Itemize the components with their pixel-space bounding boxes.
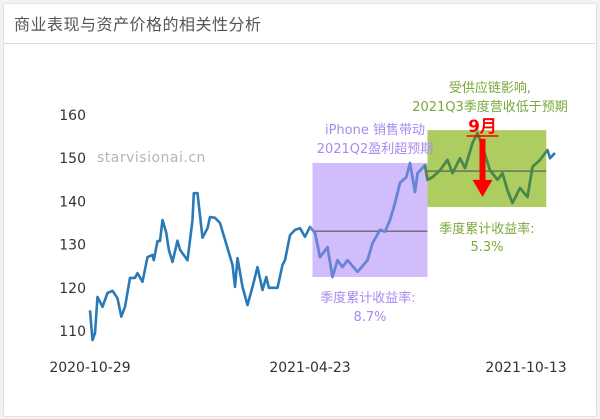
y-tick-label: 150 [59,151,86,167]
annotation-label: 2021Q3季度营收低于预期 [412,99,568,115]
return-label: 季度累计收益率: [320,290,415,306]
price-line-segment [309,161,429,279]
return-label: 季度累计收益率: [439,221,534,237]
y-tick-label: 120 [59,281,86,297]
chart-card [3,3,597,417]
header-divider [4,43,595,44]
annotation-label: iPhone 销售带动 [325,122,425,138]
return-value: 8.7% [353,310,386,325]
y-tick-label: 160 [59,108,86,124]
watermark: starvisionai.cn [97,150,206,166]
annotation-label: 2021Q2盈利超预期 [317,142,434,157]
y-tick-label: 110 [59,324,86,340]
month-label: 9月 [468,117,497,137]
x-tick-label: 2021-04-23 [269,360,350,376]
y-tick-label: 140 [59,194,86,210]
y-tick-label: 130 [59,238,86,254]
return-value: 5.3% [470,240,503,255]
annotation-label: 受供应链影响, [449,80,531,96]
arrow-shaft [479,138,486,181]
highlight-box [312,162,428,277]
down-arrow-icon [472,179,493,197]
x-tick-label: 2020-10-29 [49,360,130,376]
x-tick-label: 2021-10-13 [485,360,566,376]
page-title: 商业表现与资产价格的相关性分析 [14,15,262,34]
